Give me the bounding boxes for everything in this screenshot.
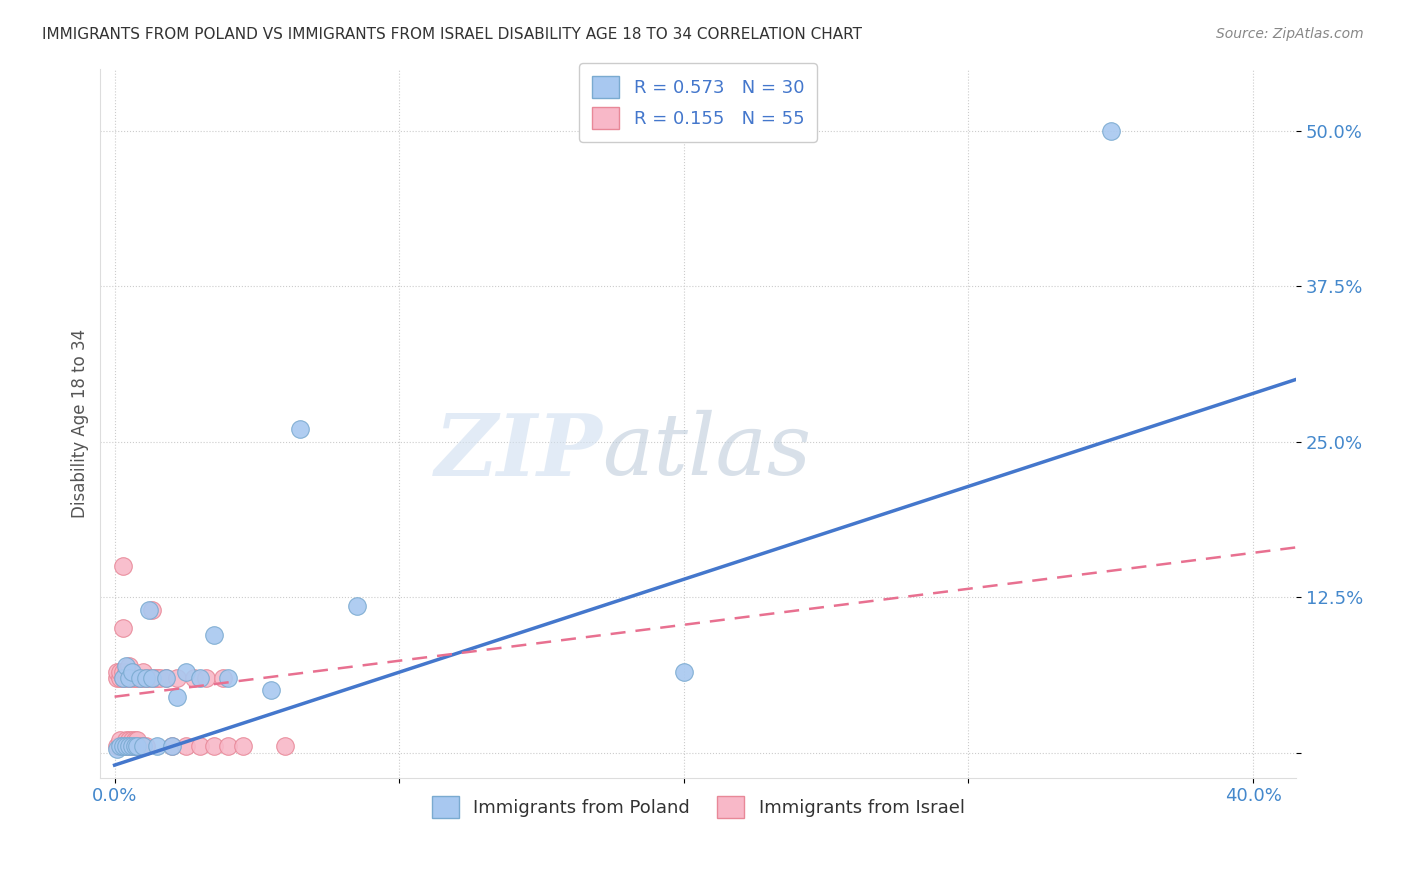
Point [121, 665, 143, 679]
Point [121, 739, 143, 754]
Point [115, 658, 138, 673]
Point [112, 739, 135, 754]
Point [118, 665, 141, 679]
Point [211, 671, 233, 685]
Point [160, 739, 183, 754]
Y-axis label: Disability Age 18 to 34: Disability Age 18 to 34 [72, 328, 89, 517]
Point [194, 671, 217, 685]
Point [115, 671, 138, 685]
Point [672, 665, 695, 679]
Point [110, 733, 132, 747]
Point [132, 739, 155, 754]
Point [118, 733, 141, 747]
Point [110, 665, 132, 679]
Point [112, 665, 135, 679]
Point [115, 665, 138, 679]
Point [129, 671, 152, 685]
Point [112, 739, 135, 754]
Point [124, 733, 146, 747]
Point [166, 690, 188, 704]
Point [141, 671, 163, 685]
Point [115, 733, 138, 747]
Point [274, 739, 297, 754]
Point [129, 671, 152, 685]
Point [160, 739, 183, 754]
Point [127, 733, 149, 747]
Point [107, 742, 129, 756]
Point [121, 671, 143, 685]
Point [127, 671, 149, 685]
Point [118, 671, 141, 685]
Point [124, 739, 146, 754]
Point [135, 739, 157, 754]
Point [118, 658, 141, 673]
Point [107, 671, 129, 685]
Point [138, 602, 160, 616]
Point [155, 671, 177, 685]
Point [146, 739, 169, 754]
Point [346, 599, 368, 613]
Point [129, 739, 152, 754]
Point [118, 671, 141, 685]
Point [149, 671, 172, 685]
Text: atlas: atlas [602, 410, 811, 492]
Point [146, 671, 169, 685]
Point [183, 671, 205, 685]
Legend: Immigrants from Poland, Immigrants from Israel: Immigrants from Poland, Immigrants from … [425, 789, 972, 825]
Point [112, 671, 135, 685]
Point [115, 739, 138, 754]
Point [143, 671, 166, 685]
Point [112, 559, 135, 574]
Point [141, 602, 163, 616]
Point [132, 739, 155, 754]
Point [107, 665, 129, 679]
Point [110, 739, 132, 754]
Point [232, 739, 254, 754]
Point [202, 739, 225, 754]
Point [174, 665, 197, 679]
Point [112, 621, 135, 635]
Point [202, 627, 225, 641]
Point [118, 739, 141, 754]
Point [188, 739, 211, 754]
Point [115, 739, 138, 754]
Point [121, 665, 143, 679]
Point [112, 671, 135, 685]
Point [188, 671, 211, 685]
Point [110, 671, 132, 685]
Point [174, 739, 197, 754]
Point [135, 671, 157, 685]
Point [127, 739, 149, 754]
Point [155, 671, 177, 685]
Point [107, 739, 129, 754]
Point [217, 739, 239, 754]
Point [127, 739, 149, 754]
Text: IMMIGRANTS FROM POLAND VS IMMIGRANTS FROM ISRAEL DISABILITY AGE 18 TO 34 CORRELA: IMMIGRANTS FROM POLAND VS IMMIGRANTS FRO… [42, 27, 862, 42]
Point [260, 683, 283, 698]
Point [288, 422, 311, 436]
Point [121, 733, 143, 747]
Point [132, 671, 155, 685]
Point [118, 739, 141, 754]
Point [124, 671, 146, 685]
Point [124, 739, 146, 754]
Point [217, 671, 239, 685]
Point [1099, 124, 1122, 138]
Point [121, 739, 143, 754]
Text: ZIP: ZIP [434, 409, 602, 493]
Point [166, 671, 188, 685]
Point [132, 665, 155, 679]
Text: Source: ZipAtlas.com: Source: ZipAtlas.com [1216, 27, 1364, 41]
Point [110, 739, 132, 754]
Point [138, 671, 160, 685]
Point [135, 671, 157, 685]
